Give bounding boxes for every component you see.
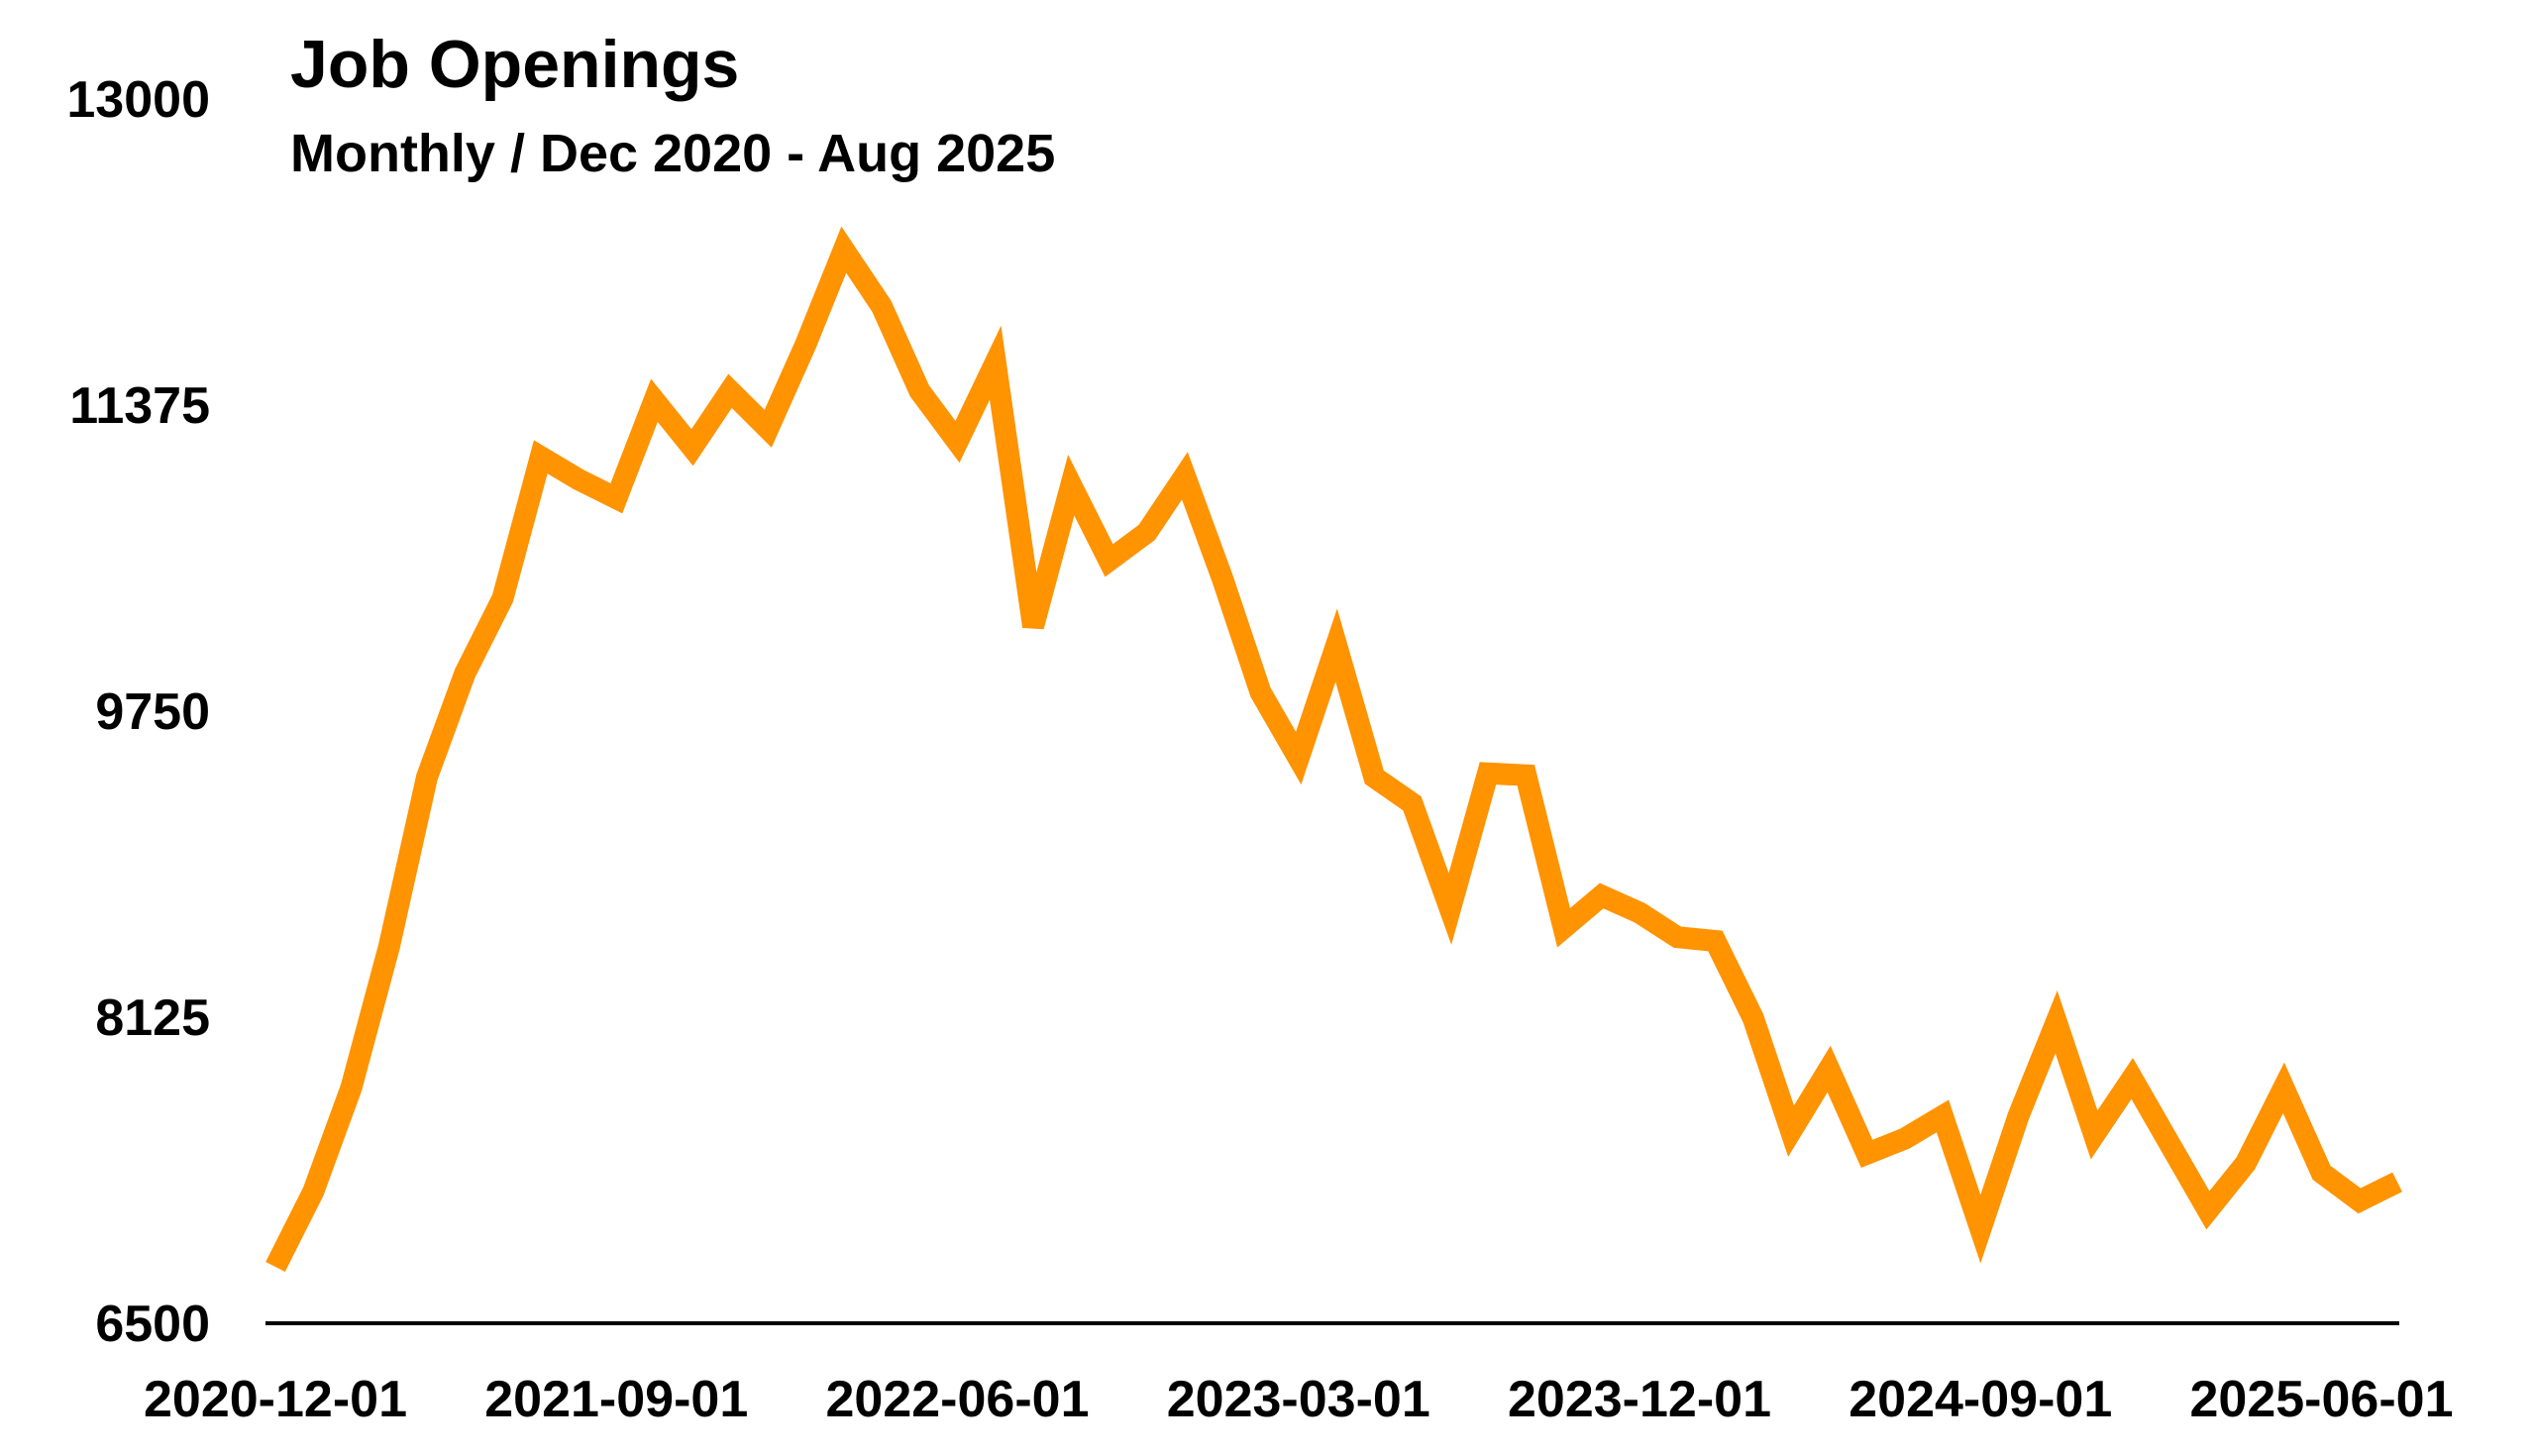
- x-tick-label: 2023-12-01: [1508, 1371, 1771, 1428]
- series-line: [265, 226, 2402, 1272]
- y-tick-label: 6500: [95, 1296, 210, 1353]
- x-tick-label: 2024-09-01: [1849, 1371, 2112, 1428]
- y-tick-label: 11375: [69, 377, 210, 435]
- y-axis-ticks: 13000 11375 9750 8125 6500: [66, 71, 210, 1353]
- y-tick-label: 8125: [95, 989, 210, 1047]
- x-tick-label: 2025-06-01: [2190, 1371, 2454, 1428]
- chart-title: Job Openings: [290, 27, 739, 102]
- x-tick-label: 2020-12-01: [144, 1371, 407, 1428]
- chart-subtitle: Monthly / Dec 2020 - Aug 2025: [290, 124, 1055, 183]
- x-tick-label: 2022-06-01: [826, 1371, 1090, 1428]
- x-tick-label: 2021-09-01: [484, 1371, 748, 1428]
- x-axis-ticks: 2020-12-01 2021-09-01 2022-06-01 2023-03-01…: [144, 1371, 2454, 1428]
- y-tick-label: 13000: [66, 71, 210, 129]
- y-tick-label: 9750: [95, 683, 210, 741]
- x-tick-label: 2023-03-01: [1167, 1371, 1430, 1428]
